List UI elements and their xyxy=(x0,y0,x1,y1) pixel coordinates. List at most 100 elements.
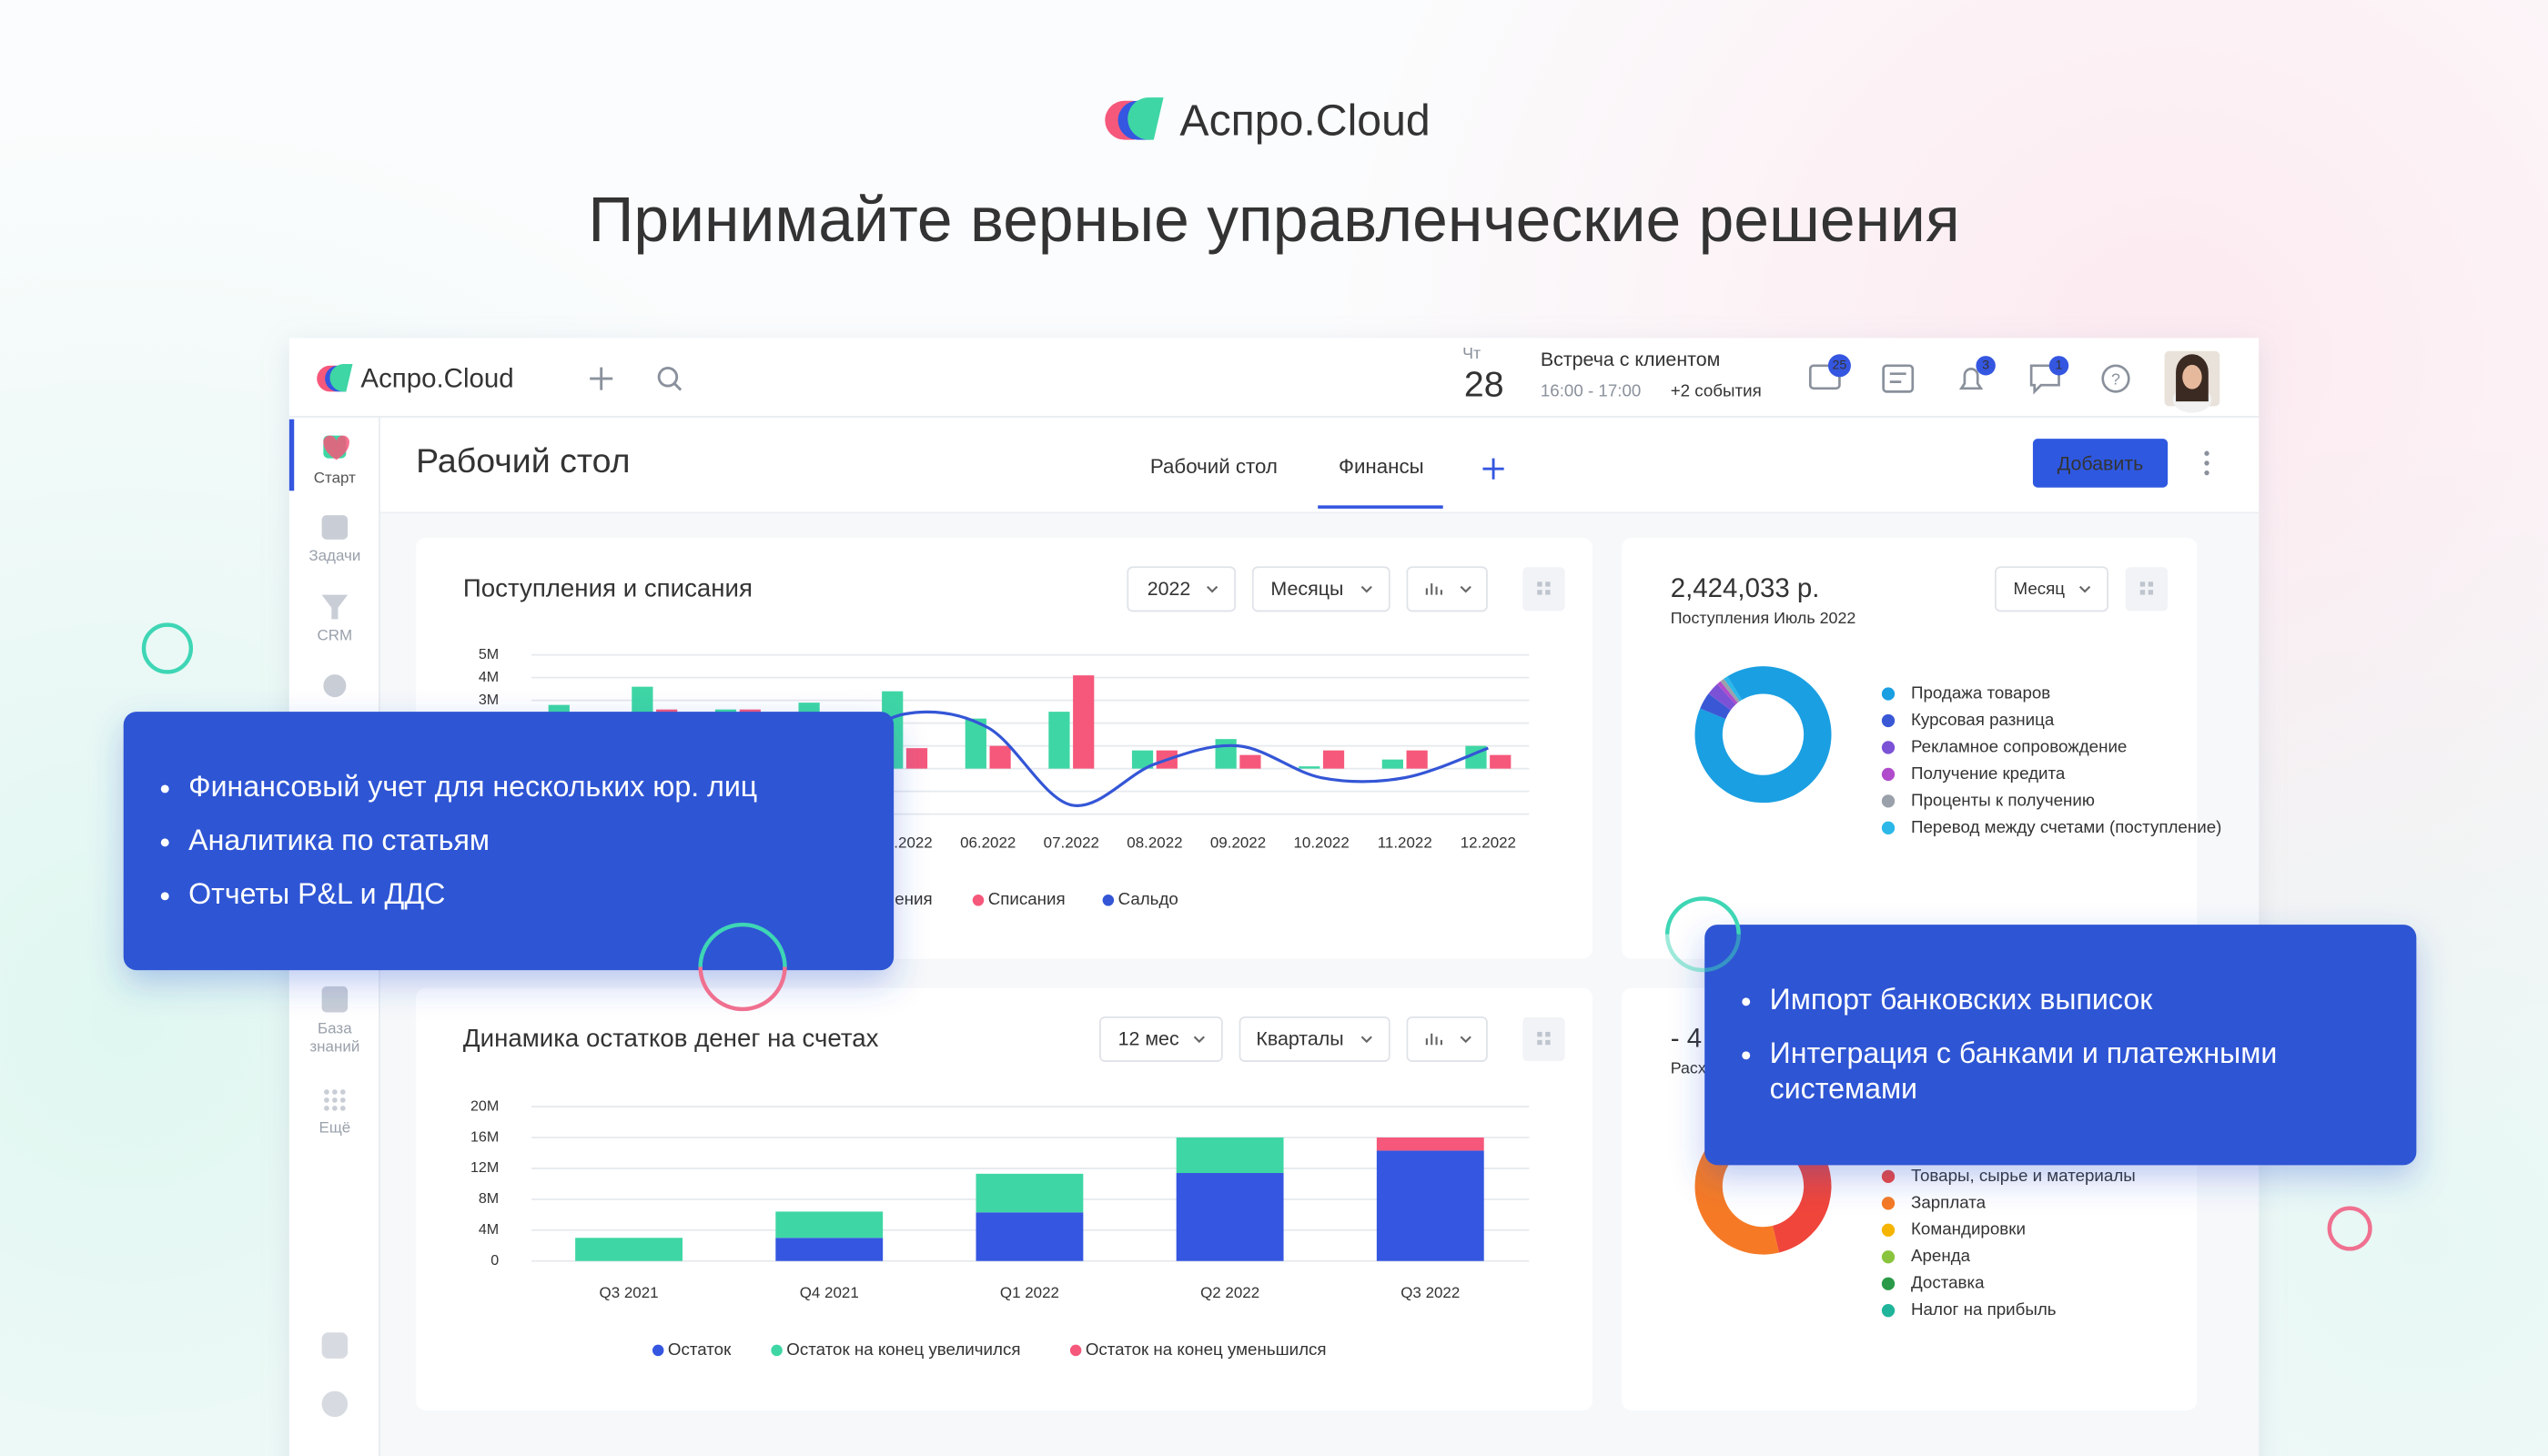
y-tick-label: 8M xyxy=(479,1190,499,1207)
chart-type[interactable] xyxy=(1406,566,1488,612)
headline: Принимайте верные управленческие решения xyxy=(588,184,1959,255)
bar-segment xyxy=(976,1173,1084,1213)
sidebar-item[interactable]: База знаний xyxy=(299,1020,371,1062)
sidebar-item[interactable]: Задачи xyxy=(299,548,371,571)
bar xyxy=(1381,759,1403,769)
drag-handle[interactable] xyxy=(1522,567,1565,612)
x-tick-label: 10.2022 xyxy=(1293,834,1349,851)
add-icon[interactable] xyxy=(590,367,613,390)
legend-label: Доставка xyxy=(1911,1273,1985,1292)
legend-label: Курсовая разница xyxy=(1911,710,2055,729)
widget-title: Поступления и списания xyxy=(463,574,753,602)
filter[interactable] xyxy=(1127,566,1237,612)
pie-slice xyxy=(1694,666,1832,804)
legend-label: Списания xyxy=(988,889,1066,908)
event-weekday: Чт xyxy=(1462,344,1481,362)
legend-marker xyxy=(1069,1344,1082,1357)
bar xyxy=(1322,750,1345,769)
y-tick-label: 4M xyxy=(479,1221,499,1238)
add-tab[interactable] xyxy=(1482,458,1504,480)
legend-label: Рекламное сопровождение xyxy=(1911,736,2127,755)
badge: 25 xyxy=(1832,359,1846,373)
callout-list: Импорт банковских выписок Интеграция с б… xyxy=(1737,982,2387,1107)
filter[interactable] xyxy=(1994,566,2108,612)
logo-icon xyxy=(1105,97,1164,140)
badge: 1 xyxy=(2056,359,2063,373)
bar-segment xyxy=(1376,1150,1484,1261)
widget-amount: 2,424,033 р. xyxy=(1671,573,1820,603)
bell-icon[interactable] xyxy=(1958,368,1984,390)
legend-label: Аренда xyxy=(1911,1246,1971,1265)
bar-segment xyxy=(775,1238,884,1261)
legend-marker xyxy=(1881,1250,1896,1264)
legend-marker xyxy=(1881,1277,1896,1290)
brand: Аспро.Cloud xyxy=(1179,96,1430,145)
x-tick-label: 06.2022 xyxy=(960,834,1016,851)
drag-handles xyxy=(1522,567,2169,1062)
page-header-bg xyxy=(379,417,2260,512)
x-tick-label: Q3 2021 xyxy=(600,1284,659,1301)
grip-dots xyxy=(1537,581,2154,1046)
callout xyxy=(123,712,895,971)
x-tick-label: 08.2022 xyxy=(1127,834,1182,851)
legend-label: Сальдо xyxy=(1118,889,1178,908)
card xyxy=(1622,538,2198,959)
event-more[interactable]: +2 события xyxy=(1671,380,1762,399)
widget-subtitle: Поступления Июль 2022 xyxy=(1671,609,1856,627)
pie-slice xyxy=(1720,678,1740,703)
add-button-label: Добавить xyxy=(2058,452,2144,474)
legend-marker xyxy=(1881,1304,1896,1318)
legend-marker xyxy=(1881,767,1896,782)
legend-label: Проценты к получению xyxy=(1911,790,2095,809)
bar-segment xyxy=(1176,1138,1284,1174)
drag-handle[interactable] xyxy=(1522,1016,1565,1062)
widget-title: Динамика остатков денег на счетах xyxy=(463,1024,879,1052)
sidebar-item[interactable]: Старт xyxy=(299,470,371,492)
app-brand: Аспро.Cloud xyxy=(360,364,513,394)
bar-segment xyxy=(976,1212,1084,1261)
bar xyxy=(1239,754,1261,769)
sidebar-icons xyxy=(321,435,349,1418)
bar-segment xyxy=(1176,1173,1284,1261)
widget-amount: - 4 xyxy=(1671,1024,1702,1054)
event-title[interactable]: Встреча с клиентом xyxy=(1541,349,1721,370)
bar xyxy=(1215,739,1237,769)
legend-marker xyxy=(1881,1197,1896,1210)
legend-marker xyxy=(1881,1223,1896,1237)
sidebar-label: Ещё xyxy=(318,1119,351,1138)
avatar[interactable] xyxy=(2164,350,2220,413)
legend-label: Зарплата xyxy=(1911,1192,1987,1211)
legend-marker xyxy=(1881,794,1896,808)
filter[interactable] xyxy=(1239,1016,1390,1062)
pie-slice xyxy=(1694,1148,1780,1255)
notes-icon[interactable] xyxy=(1882,364,1915,393)
chevrons xyxy=(1193,583,2091,1046)
filter-label: Кварталы xyxy=(1256,1028,1343,1050)
tab-underline xyxy=(1318,505,1443,509)
search-icon[interactable] xyxy=(657,367,679,388)
event-time: 16:00 - 17:00 xyxy=(1541,380,1642,399)
drag-handle[interactable] xyxy=(2125,567,2169,612)
tab[interactable]: Рабочий стол xyxy=(1150,455,1278,478)
x-tick-label: 12.2022 xyxy=(1461,834,1516,851)
legend-label: Продажа товаров xyxy=(1911,682,2050,702)
add-button[interactable] xyxy=(2032,439,2169,488)
sidebar-label: CRM xyxy=(317,627,353,645)
help-icon[interactable] xyxy=(2101,364,2130,393)
sidebar-label: База знаний xyxy=(309,1020,360,1057)
legend-label: Остаток на конец увеличился xyxy=(786,1340,1020,1359)
bar xyxy=(989,745,1011,769)
tab[interactable]: Финансы xyxy=(1339,455,1424,478)
page-title: Рабочий стол xyxy=(416,441,630,480)
chart-type[interactable] xyxy=(1406,1016,1488,1062)
sidebar-item[interactable]: CRM xyxy=(299,627,371,650)
filter[interactable] xyxy=(1251,566,1390,612)
x-tick-label: 11.2022 xyxy=(1378,834,1432,851)
callout xyxy=(1704,925,2417,1166)
more-menu[interactable] xyxy=(2204,450,2209,476)
callout-item: Финансовый учет для нескольких юр. лиц xyxy=(188,761,887,814)
y-tick-label: 5M xyxy=(479,646,499,662)
sidebar-item[interactable]: Ещё xyxy=(299,1119,371,1142)
legend-label: Командировки xyxy=(1911,1219,2026,1239)
filter[interactable] xyxy=(1099,1016,1223,1062)
